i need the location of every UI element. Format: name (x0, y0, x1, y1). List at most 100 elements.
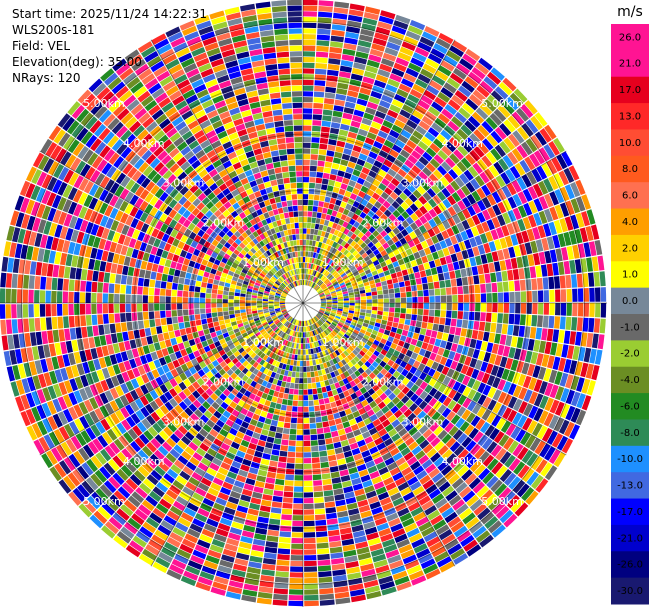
velocity-gate (329, 133, 338, 140)
velocity-gate (97, 303, 103, 314)
velocity-gate (323, 244, 329, 250)
velocity-gate (514, 502, 529, 517)
velocity-gate (109, 273, 116, 284)
velocity-gate (392, 227, 400, 235)
velocity-gate (546, 430, 558, 445)
velocity-gate (512, 207, 522, 220)
velocity-gate (315, 514, 326, 521)
velocity-gate (325, 281, 331, 286)
velocity-gate (303, 452, 312, 458)
velocity-gate (359, 271, 366, 277)
velocity-gate (365, 107, 376, 116)
velocity-gate (325, 294, 331, 297)
velocity-gate (359, 289, 366, 294)
velocity-gate (518, 401, 528, 414)
velocity-gate (345, 348, 352, 354)
velocity-gate (5, 273, 13, 288)
velocity-gate (347, 238, 354, 245)
velocity-gate (361, 337, 368, 344)
velocity-gate (405, 248, 413, 256)
velocity-gate (370, 121, 382, 130)
velocity-gate (430, 267, 438, 275)
velocity-gate (451, 370, 460, 381)
velocity-gate (381, 94, 393, 104)
velocity-gate (325, 507, 337, 514)
velocity-gate (289, 589, 303, 595)
velocity-gate (480, 341, 488, 352)
velocity-gate (322, 286, 328, 290)
velocity-gate (393, 20, 409, 30)
velocity-gate (537, 290, 544, 302)
velocity-gate (304, 594, 319, 601)
velocity-gate (474, 312, 481, 321)
velocity-gate (371, 213, 380, 222)
velocity-gate (433, 380, 442, 390)
velocity-gate (375, 388, 384, 397)
velocity-gate (344, 321, 351, 327)
velocity-gate (350, 120, 361, 128)
velocity-gate (423, 221, 432, 231)
velocity-gate (318, 0, 334, 7)
velocity-gate (354, 208, 362, 216)
velocity-gate (407, 94, 420, 104)
velocity-gate (387, 316, 394, 322)
velocity-gate (418, 120, 431, 131)
velocity-gate (570, 375, 580, 391)
velocity-gate (369, 48, 384, 58)
velocity-gate (480, 489, 494, 503)
velocity-gate (312, 211, 317, 218)
velocity-gate (468, 115, 481, 128)
velocity-gate (358, 331, 365, 338)
velocity-gate (323, 490, 334, 497)
velocity-gate (376, 155, 386, 164)
velocity-gate (165, 310, 172, 318)
velocity-gate (572, 346, 580, 361)
velocity-gate (419, 270, 427, 278)
velocity-gate (491, 216, 501, 229)
velocity-gate (157, 333, 165, 342)
velocity-gate (406, 303, 412, 309)
velocity-gate (530, 351, 539, 365)
velocity-gate (304, 589, 319, 595)
velocity-gate (159, 303, 166, 311)
velocity-gate (415, 278, 422, 285)
velocity-gate (322, 478, 332, 486)
velocity-gate (275, 432, 283, 439)
velocity-gate (406, 183, 416, 193)
velocity-gate (329, 540, 342, 548)
velocity-gate (385, 84, 398, 93)
velocity-gate (196, 275, 203, 282)
velocity-gate (167, 275, 174, 283)
velocity-gate (51, 277, 58, 291)
velocity-gate (557, 233, 566, 248)
velocity-gate (448, 99, 461, 111)
velocity-gate (289, 382, 295, 389)
velocity-gate (442, 376, 451, 386)
velocity-gate (501, 368, 510, 381)
velocity-gate (321, 473, 331, 480)
velocity-gate (492, 402, 502, 414)
velocity-gate (532, 290, 538, 302)
velocity-gate (542, 315, 549, 328)
velocity-gate (359, 312, 366, 316)
velocity-gate (120, 275, 128, 285)
velocity-gate (512, 130, 525, 144)
velocity-gate (575, 212, 585, 228)
velocity-gate (513, 461, 526, 475)
velocity-gate (316, 279, 322, 285)
velocity-gate (409, 135, 421, 145)
velocity-gate (337, 458, 346, 466)
velocity-gate (323, 219, 330, 226)
velocity-gate (320, 303, 327, 306)
velocity-gate (531, 278, 538, 290)
velocity-gate (94, 336, 101, 347)
velocity-gate (280, 525, 292, 532)
velocity-gate (268, 524, 280, 531)
velocity-gate (317, 289, 323, 294)
velocity-gate (389, 104, 401, 114)
velocity-gate (508, 133, 520, 148)
velocity-gate (39, 290, 46, 303)
velocity-gate (415, 78, 428, 89)
velocity-gate (484, 322, 491, 332)
velocity-gate (373, 160, 383, 169)
